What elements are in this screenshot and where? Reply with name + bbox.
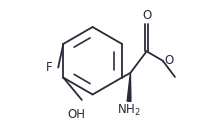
Text: O: O — [143, 9, 152, 22]
Polygon shape — [127, 73, 131, 101]
Text: O: O — [165, 54, 174, 67]
Text: OH: OH — [67, 108, 85, 121]
Text: NH$_2$: NH$_2$ — [117, 103, 141, 118]
Text: F: F — [45, 61, 52, 74]
